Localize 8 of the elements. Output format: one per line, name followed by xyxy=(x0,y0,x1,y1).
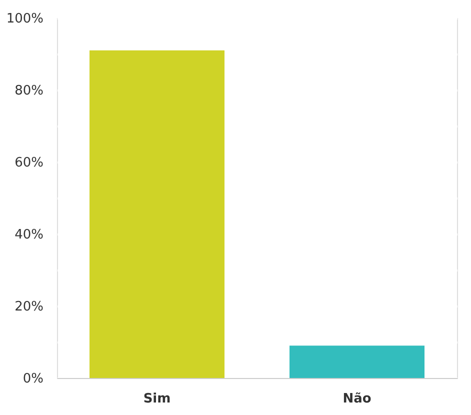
x-tick-label: Não xyxy=(342,392,372,406)
y-tick-label: 0% xyxy=(22,372,44,386)
x-tick-label: Sim xyxy=(143,392,171,406)
y-tick-label: 20% xyxy=(14,300,44,314)
y-tick-label: 100% xyxy=(6,12,44,26)
y-tick-label: 60% xyxy=(14,156,44,170)
y-tick-label: 80% xyxy=(14,84,44,98)
y-tick-label: 40% xyxy=(14,228,44,242)
